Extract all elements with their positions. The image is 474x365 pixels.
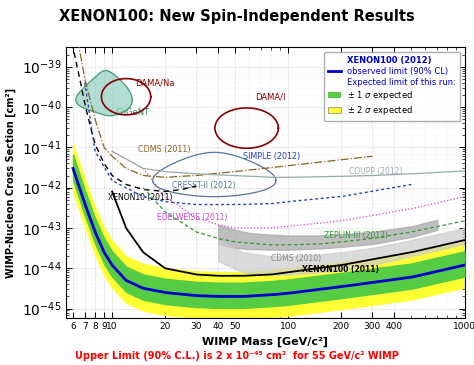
Text: CRESST-II (2012): CRESST-II (2012)	[173, 181, 236, 190]
X-axis label: WIMP Mass [GeV/c²]: WIMP Mass [GeV/c²]	[202, 337, 328, 347]
Y-axis label: WIMP-Nucleon Cross Section [cm²]: WIMP-Nucleon Cross Section [cm²]	[6, 88, 16, 277]
Text: ZEPLIN-III (2012): ZEPLIN-III (2012)	[324, 231, 388, 241]
Text: CDMS (2010): CDMS (2010)	[271, 254, 321, 263]
Text: CoGeNT: CoGeNT	[116, 108, 150, 116]
Text: XENON100: New Spin-Independent Results: XENON100: New Spin-Independent Results	[59, 9, 415, 24]
Text: XENON100 (2011): XENON100 (2011)	[302, 265, 379, 274]
Text: Upper Limit (90% C.L.) is 2 x 10⁻⁴⁵ cm²  for 55 GeV/c² WIMP: Upper Limit (90% C.L.) is 2 x 10⁻⁴⁵ cm² …	[75, 351, 399, 361]
Text: DAMA/Na: DAMA/Na	[135, 78, 174, 87]
Text: CDMS (2011): CDMS (2011)	[138, 145, 191, 154]
Polygon shape	[76, 70, 132, 116]
Text: DAMA/I: DAMA/I	[255, 93, 286, 102]
Text: SIMPLE (2012): SIMPLE (2012)	[243, 153, 300, 161]
Text: COUPP (2012): COUPP (2012)	[349, 167, 402, 176]
Text: EDELWEISS (2011): EDELWEISS (2011)	[157, 213, 228, 222]
Text: XENON10 (2011): XENON10 (2011)	[108, 193, 173, 202]
Legend: XENON100 (2012), observed limit (90% CL), Expected limit of this run:, $\pm$ 1 $: XENON100 (2012), observed limit (90% CL)…	[324, 51, 460, 121]
